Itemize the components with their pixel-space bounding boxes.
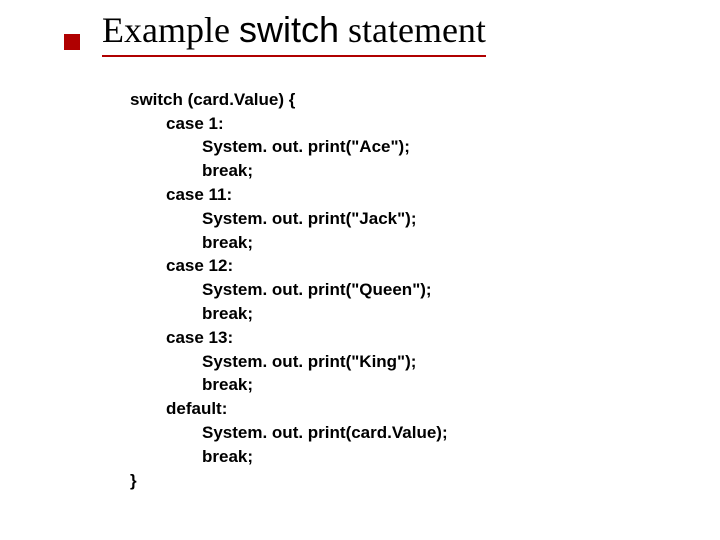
code-line: System. out. print(card.Value); bbox=[130, 423, 448, 442]
title-pre: Example bbox=[102, 10, 239, 50]
code-block: switch (card.Value) { case 1: System. ou… bbox=[130, 64, 448, 516]
code-line: } bbox=[130, 471, 137, 490]
code-line: break; bbox=[130, 375, 253, 394]
code-line: break; bbox=[130, 233, 253, 252]
code-line: default: bbox=[130, 399, 227, 418]
slide: Example switch statement switch (card.Va… bbox=[0, 0, 720, 540]
title-post: statement bbox=[339, 10, 486, 50]
code-line: switch (card.Value) { bbox=[130, 90, 295, 109]
slide-title: Example switch statement bbox=[102, 10, 486, 57]
code-line: break; bbox=[130, 447, 253, 466]
code-line: case 1: bbox=[130, 114, 224, 133]
title-keyword: switch bbox=[239, 9, 339, 50]
code-line: case 12: bbox=[130, 256, 233, 275]
code-line: break; bbox=[130, 304, 253, 323]
code-line: System. out. print("Queen"); bbox=[130, 280, 432, 299]
code-line: case 13: bbox=[130, 328, 233, 347]
code-line: System. out. print("Ace"); bbox=[130, 137, 410, 156]
code-line: System. out. print("Jack"); bbox=[130, 209, 417, 228]
title-bullet-icon bbox=[64, 34, 80, 50]
code-line: case 11: bbox=[130, 185, 232, 204]
code-line: System. out. print("King"); bbox=[130, 352, 416, 371]
code-line: break; bbox=[130, 161, 253, 180]
